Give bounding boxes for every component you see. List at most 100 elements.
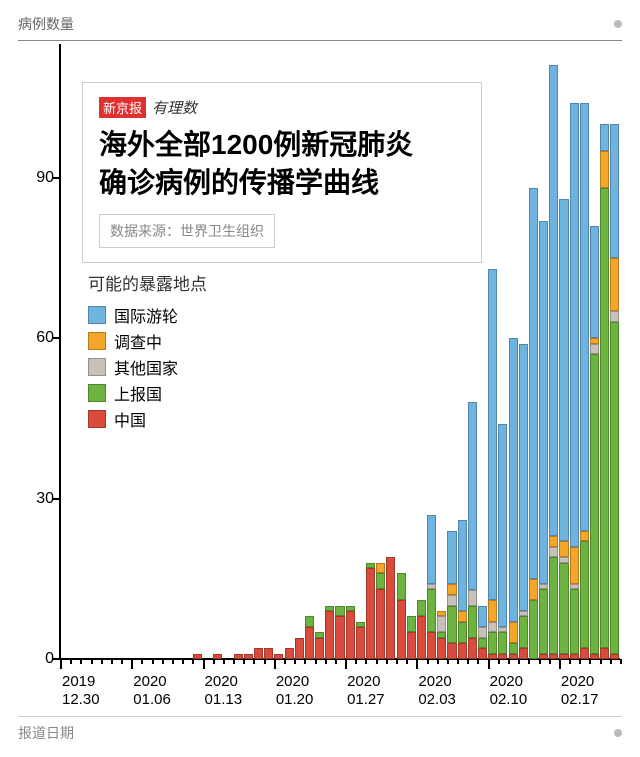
bar (407, 616, 416, 659)
bar-segment-other_country (610, 311, 619, 322)
x-tick (70, 659, 72, 664)
bar-segment-reporting (397, 573, 406, 600)
bar-segment-china (366, 568, 375, 659)
bar (417, 600, 426, 659)
x-tick (579, 659, 581, 664)
x-tick (600, 659, 602, 664)
y-tick-label: 0 (20, 650, 54, 668)
bar-segment-cruise (458, 520, 467, 611)
bar-segment-china (356, 627, 365, 659)
bar-segment-china (264, 648, 273, 659)
bar-segment-china (315, 638, 324, 659)
legend-item: 国际游轮 (88, 303, 207, 327)
x-tick (213, 659, 215, 664)
x-tick (539, 659, 541, 664)
bar-segment-cruise (539, 221, 548, 585)
x-tick-label: 2020 01.13 (205, 673, 243, 709)
bar-segment-reporting (468, 606, 477, 638)
bar-segment-other_country (447, 595, 456, 606)
legend-swatch-icon (88, 358, 106, 376)
bar-segment-cruise (447, 531, 456, 584)
bar-segment-china (325, 611, 334, 659)
bar-segment-reporting (305, 616, 314, 627)
x-tick-label: 2020 02.03 (418, 673, 456, 709)
bar-segment-china (468, 638, 477, 659)
bar-segment-china (478, 648, 487, 659)
bar-segment-china (600, 648, 609, 659)
x-tick (610, 659, 612, 664)
legend-item: 调查中 (88, 329, 207, 353)
bar-segment-cruise (580, 103, 589, 531)
x-tick (518, 659, 520, 664)
bar (386, 557, 395, 659)
x-tick (60, 659, 62, 669)
x-tick (589, 659, 591, 664)
bar (335, 606, 344, 659)
bar-segment-reporting (570, 589, 579, 653)
brand-subtitle: 有理数 (152, 97, 197, 118)
bar-segment-china (437, 638, 446, 659)
x-tick-label: 2020 01.20 (276, 673, 314, 709)
bar (458, 520, 467, 659)
bar (519, 344, 528, 660)
bar-segment-investigating (529, 579, 538, 600)
bar (539, 221, 548, 660)
bar-segment-cruise (590, 226, 599, 338)
x-tick (488, 659, 490, 669)
bar-segment-investigating (610, 258, 619, 311)
x-tick (335, 659, 337, 664)
x-tick (304, 659, 306, 664)
bar-segment-cruise (509, 338, 518, 621)
legend-swatch-icon (88, 332, 106, 350)
info-panel: 新京报 有理数 海外全部1200例新冠肺炎 确诊病例的传播学曲线 数据来源：世界… (82, 82, 482, 263)
bar (295, 638, 304, 659)
chart-title: 海外全部1200例新冠肺炎 确诊病例的传播学曲线 (99, 126, 465, 202)
x-tick-label: 2020 01.06 (133, 673, 171, 709)
x-tick (111, 659, 113, 664)
header-dot-icon (614, 20, 622, 28)
bar-segment-reporting (447, 606, 456, 643)
x-tick (80, 659, 82, 664)
y-tick-label: 90 (20, 169, 54, 187)
x-tick-label: 2020 01.27 (347, 673, 385, 709)
bar-segment-reporting (539, 589, 548, 653)
bar (559, 199, 568, 659)
bar (529, 188, 538, 659)
bar (570, 103, 579, 659)
x-tick (457, 659, 459, 664)
bar-segment-cruise (610, 124, 619, 258)
header-row: 病例数量 (18, 14, 622, 41)
bar-segment-cruise (600, 124, 609, 151)
x-tick (264, 659, 266, 664)
legend-swatch-icon (88, 306, 106, 324)
bar-segment-other_country (590, 344, 599, 355)
x-tick (325, 659, 327, 664)
x-tick (569, 659, 571, 664)
bar-segment-china (580, 648, 589, 659)
bar-segment-reporting (417, 600, 426, 616)
bar-segment-cruise (559, 199, 568, 541)
x-tick (243, 659, 245, 664)
x-tick (345, 659, 347, 669)
x-tick (172, 659, 174, 664)
legend-swatch-icon (88, 384, 106, 402)
bar (437, 611, 446, 659)
bar (509, 338, 518, 659)
x-tick (182, 659, 184, 664)
bar-segment-cruise (488, 269, 497, 601)
bar-segment-china (305, 627, 314, 659)
bar (468, 402, 477, 659)
x-tick (620, 659, 622, 664)
x-tick (315, 659, 317, 664)
bar (478, 606, 487, 659)
x-tick-label: 2020 02.17 (561, 673, 599, 709)
bar-segment-china (397, 600, 406, 659)
legend: 可能的暴露地点 国际游轮调查中其他国家上报国中国 (88, 270, 207, 433)
x-tick (294, 659, 296, 664)
bar-segment-other_country (549, 547, 558, 558)
x-tick-label: 2020 02.10 (490, 673, 528, 709)
bar-segment-reporting (509, 643, 518, 654)
brand-row: 新京报 有理数 (99, 97, 465, 118)
x-tick (376, 659, 378, 664)
chart-container: 病例数量 0306090 2019 12.302020 01.062020 01… (0, 0, 640, 757)
